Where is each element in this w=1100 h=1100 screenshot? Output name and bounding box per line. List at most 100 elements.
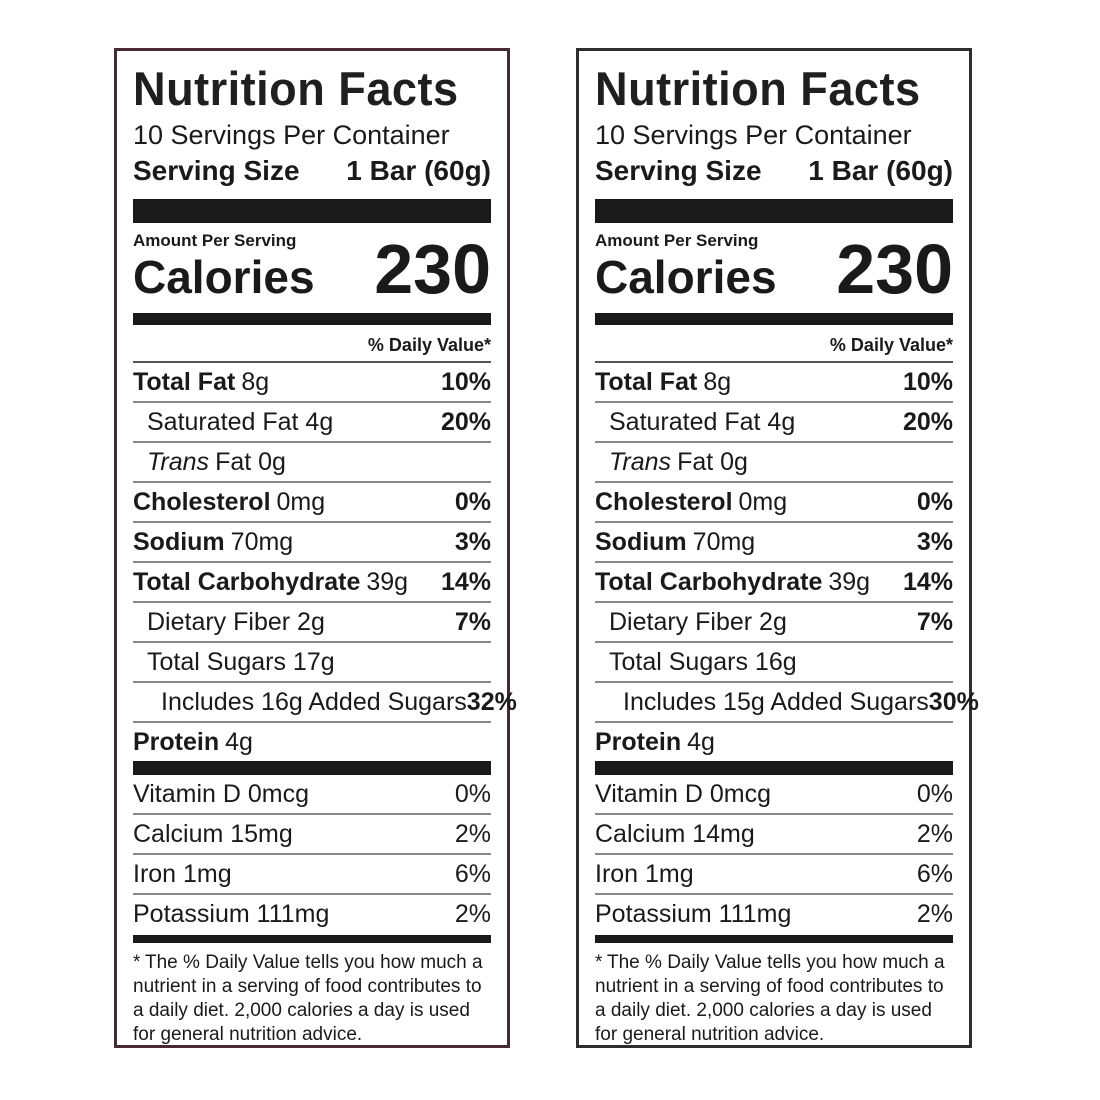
divider-medium [133,935,491,943]
sodium-row: Sodium 70mg 3% [595,523,953,563]
vitamin-d-row: Vitamin D 0mcg 0% [595,775,953,815]
nutrient-amount: 70mg [230,527,294,556]
added-sugars-row: Includes 15g Added Sugars 30% [595,683,979,723]
calories-label: Calories [133,251,315,303]
nutrient-label: Saturated Fat 4g [147,407,334,436]
total-fat-row: Total Fat 8g 10% [133,363,491,403]
trans-rest: Fat 0g [215,447,286,476]
nutrient-dv: 32% [466,687,517,716]
sodium-row: Sodium 70mg 3% [133,523,491,563]
nutrient-label: Total Fat [595,367,698,396]
calories-value: 230 [836,230,953,308]
nutrient-dv: 2% [454,819,491,848]
total-carbohydrate-row: Total Carbohydrate 39g 14% [133,563,491,603]
calcium-row: Calcium 14mg 2% [595,815,953,855]
nutrient-label: Sodium [595,527,687,556]
nutrient-label: Iron 1mg [133,859,232,888]
nutrient-amount: 70mg [692,527,756,556]
nutrient-amount: 39g [828,567,871,596]
nutrient-label: Dietary Fiber 2g [609,607,787,636]
serving-size-value: 1 Bar (60g) [808,155,953,186]
amount-per-serving: Amount Per Serving [133,231,297,250]
nutrient-dv: 6% [454,859,491,888]
nutrient-dv: 10% [440,367,491,396]
nutrient-label: Total Sugars 16g [609,647,797,676]
nutrient-label: Total Sugars 17g [147,647,335,676]
vitamin-d-row: Vitamin D 0mcg 0% [133,775,491,815]
potassium-row: Potassium 111mg 2% [595,895,953,933]
servings-per-container: 10 Servings Per Container [595,120,912,150]
asterisk: * [133,952,141,973]
nutrient-dv: 30% [928,687,979,716]
calories-row: Calories 230 [595,233,953,305]
added-sugars-row: Includes 16g Added Sugars 32% [133,683,517,723]
cholesterol-row: Cholesterol 0mg 0% [133,483,491,523]
nutrient-amount: 39g [366,567,409,596]
nutrient-label: Cholesterol [595,487,733,516]
trans-italic: Trans [609,447,672,476]
nutrient-label: Iron 1mg [595,859,694,888]
nutrient-amount: 0mg [738,487,788,516]
nutrition-label-right: Nutrition Facts 10 Servings Per Containe… [576,48,979,1048]
saturated-fat-row: Saturated Fat 4g 20% [595,403,953,443]
nutrient-label: Dietary Fiber 2g [147,607,325,636]
total-carbohydrate-row: Total Carbohydrate 39g 14% [595,563,953,603]
nutrient-label: Total Fat [133,367,236,396]
nutrient-dv: 0% [454,487,491,516]
nutrient-label: Total Carbohydrate [133,567,361,596]
nutrient-label: Includes 16g Added Sugars [161,687,467,716]
footnote: * The % Daily Value tells you how much a … [133,951,491,1047]
nutrient-dv: 14% [440,567,491,596]
iron-row: Iron 1mg 6% [595,855,953,895]
nutrient-amount: 4g [225,727,253,756]
nutrient-label: Potassium 111mg [133,899,330,928]
serving-size-value: 1 Bar (60g) [346,155,491,186]
label-title: Nutrition Facts [595,62,921,115]
servings-per-container: 10 Servings Per Container [133,120,450,150]
divider-thick [595,199,953,223]
iron-row: Iron 1mg 6% [133,855,491,895]
trans-fat-row: Trans Fat 0g [133,443,491,483]
divider-medium [133,313,491,325]
nutrient-label: Potassium 111mg [595,899,792,928]
total-sugars-row: Total Sugars 16g [595,643,953,683]
potassium-row: Potassium 111mg 2% [133,895,491,933]
asterisk: * [595,952,603,973]
divider-medium [595,313,953,325]
calories-label: Calories [595,251,777,303]
calories-value: 230 [374,230,491,308]
protein-row: Protein 4g [595,723,953,761]
nutrient-label: Vitamin D 0mcg [133,779,309,808]
nutrient-amount: 8g [241,367,270,396]
daily-value-header: % Daily Value* [133,325,491,363]
nutrient-dv: 7% [454,607,491,636]
divider-thick [133,761,491,775]
divider-medium [595,935,953,943]
nutrient-dv: 2% [916,899,953,928]
nutrition-label-left: Nutrition Facts 10 Servings Per Containe… [114,48,517,1048]
daily-value-header: % Daily Value* [595,325,953,363]
dietary-fiber-row: Dietary Fiber 2g 7% [133,603,491,643]
nutrient-label: Total Carbohydrate [595,567,823,596]
serving-size-label: Serving Size [133,155,300,186]
nutrient-label: Protein [133,727,220,756]
nutrient-dv: 0% [916,779,953,808]
nutrient-dv: 10% [902,367,953,396]
nutrient-amount: 0mg [276,487,326,516]
footnote: * The % Daily Value tells you how much a … [595,951,953,1047]
nutrient-dv: 3% [916,527,953,556]
nutrient-dv: 20% [440,407,491,436]
amount-per-serving: Amount Per Serving [595,231,759,250]
divider-thick [595,761,953,775]
serving-size-label: Serving Size [595,155,762,186]
cholesterol-row: Cholesterol 0mg 0% [595,483,953,523]
nutrient-label: Cholesterol [133,487,271,516]
serving-size-row: Serving Size 1 Bar (60g) [133,153,491,189]
divider-thick [133,199,491,223]
nutrient-amount: 4g [687,727,715,756]
nutrient-amount: 8g [703,367,732,396]
footnote-text: The % Daily Value tells you how much a n… [595,952,945,1045]
label-title: Nutrition Facts [133,62,459,115]
nutrient-dv: 2% [454,899,491,928]
total-sugars-row: Total Sugars 17g [133,643,491,683]
